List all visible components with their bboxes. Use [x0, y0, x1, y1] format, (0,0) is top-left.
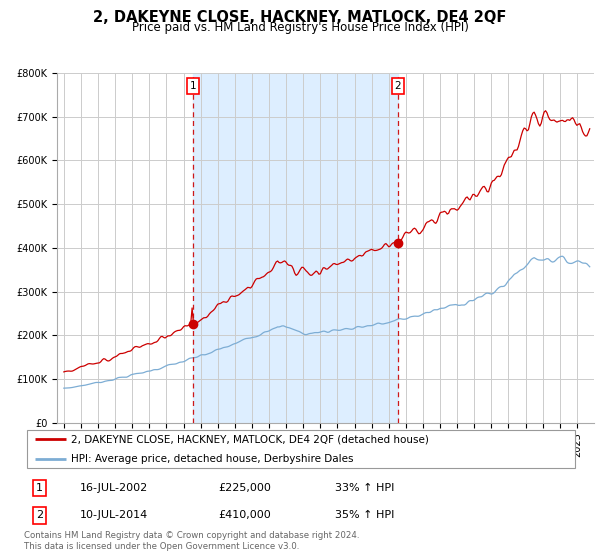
Text: 1: 1 [190, 81, 196, 91]
Text: 2: 2 [36, 511, 43, 520]
Text: 2, DAKEYNE CLOSE, HACKNEY, MATLOCK, DE4 2QF (detached house): 2, DAKEYNE CLOSE, HACKNEY, MATLOCK, DE4 … [71, 435, 429, 444]
Text: Contains HM Land Registry data © Crown copyright and database right 2024.: Contains HM Land Registry data © Crown c… [24, 531, 359, 540]
Text: HPI: Average price, detached house, Derbyshire Dales: HPI: Average price, detached house, Derb… [71, 454, 353, 464]
Text: £225,000: £225,000 [218, 483, 271, 493]
Text: 2, DAKEYNE CLOSE, HACKNEY, MATLOCK, DE4 2QF: 2, DAKEYNE CLOSE, HACKNEY, MATLOCK, DE4 … [94, 10, 506, 25]
Text: Price paid vs. HM Land Registry's House Price Index (HPI): Price paid vs. HM Land Registry's House … [131, 21, 469, 34]
Text: 16-JUL-2002: 16-JUL-2002 [79, 483, 148, 493]
Bar [193, 73, 398, 423]
Text: 10-JUL-2014: 10-JUL-2014 [79, 511, 148, 520]
Text: 1: 1 [36, 483, 43, 493]
Text: 2: 2 [395, 81, 401, 91]
FancyBboxPatch shape [27, 430, 575, 468]
Text: This data is licensed under the Open Government Licence v3.0.: This data is licensed under the Open Gov… [24, 542, 299, 551]
Text: 33% ↑ HPI: 33% ↑ HPI [335, 483, 394, 493]
Text: £410,000: £410,000 [218, 511, 271, 520]
Text: 35% ↑ HPI: 35% ↑ HPI [335, 511, 394, 520]
